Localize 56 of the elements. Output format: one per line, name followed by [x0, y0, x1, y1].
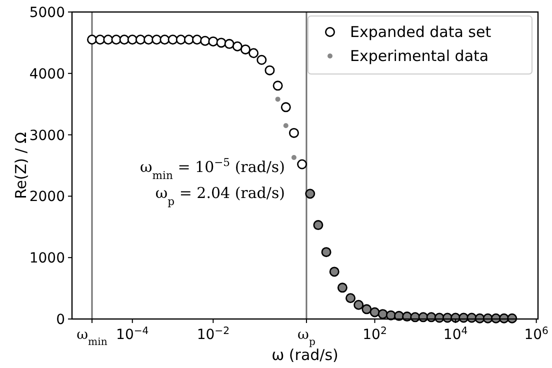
point — [103, 34, 114, 45]
point — [329, 266, 340, 277]
point — [111, 34, 122, 45]
point — [224, 38, 234, 49]
point — [192, 34, 202, 45]
legend-label: Expanded data set — [350, 23, 492, 41]
point — [208, 36, 218, 46]
x-tick-label: 10$^{6}$ — [524, 326, 548, 343]
y-tick-label: 4000 — [29, 66, 65, 82]
point — [160, 34, 170, 45]
point — [346, 293, 356, 304]
point — [256, 54, 267, 65]
point — [200, 36, 210, 46]
y-tick-label: 3000 — [29, 128, 65, 144]
point — [378, 309, 388, 320]
point — [313, 220, 324, 230]
x-tick-label: 10$^{−4}$ — [116, 326, 149, 343]
x-axis-title: ω (rad/s) — [272, 346, 338, 364]
point — [86, 34, 97, 45]
x-tick-label: 10$^{−2}$ — [196, 326, 230, 343]
point — [248, 48, 259, 58]
point — [337, 282, 348, 293]
x-tick-label: ω$_{min}$ — [76, 327, 108, 348]
point — [272, 80, 283, 91]
point — [152, 34, 162, 45]
point — [370, 307, 380, 318]
y-tick-label: 0 — [56, 312, 65, 328]
point — [216, 38, 226, 48]
point — [305, 188, 316, 199]
point — [240, 44, 250, 54]
x-tick-label: 10$^{4}$ — [443, 326, 468, 343]
point — [232, 41, 242, 52]
y-tick-label: 2000 — [29, 189, 65, 206]
point — [297, 159, 308, 170]
y-axis-title: Re(Z) / Ω — [12, 132, 30, 200]
point — [144, 34, 154, 45]
x-tick-label: 10$^{2}$ — [362, 326, 387, 343]
point — [168, 34, 178, 45]
y-tick-label: 5000 — [29, 5, 65, 21]
y-tick-label: 1000 — [29, 250, 65, 267]
annotation: ω$_{min}$ = 10$^{−5}$ (rad/s) — [140, 156, 285, 182]
annotation: ω$_{p}$ = 2.04 (rad/s) — [155, 184, 285, 208]
point — [354, 300, 364, 310]
point — [135, 34, 146, 45]
point — [127, 34, 138, 45]
point — [264, 65, 275, 76]
legend-label: Experimental data — [350, 47, 489, 65]
point — [362, 304, 372, 314]
point — [184, 34, 194, 45]
point — [288, 128, 299, 138]
point — [176, 34, 186, 45]
point — [95, 34, 106, 45]
point — [119, 34, 130, 45]
point — [280, 102, 291, 112]
x-tick-label: ω$_{p}$ — [298, 327, 316, 348]
point — [321, 247, 332, 258]
